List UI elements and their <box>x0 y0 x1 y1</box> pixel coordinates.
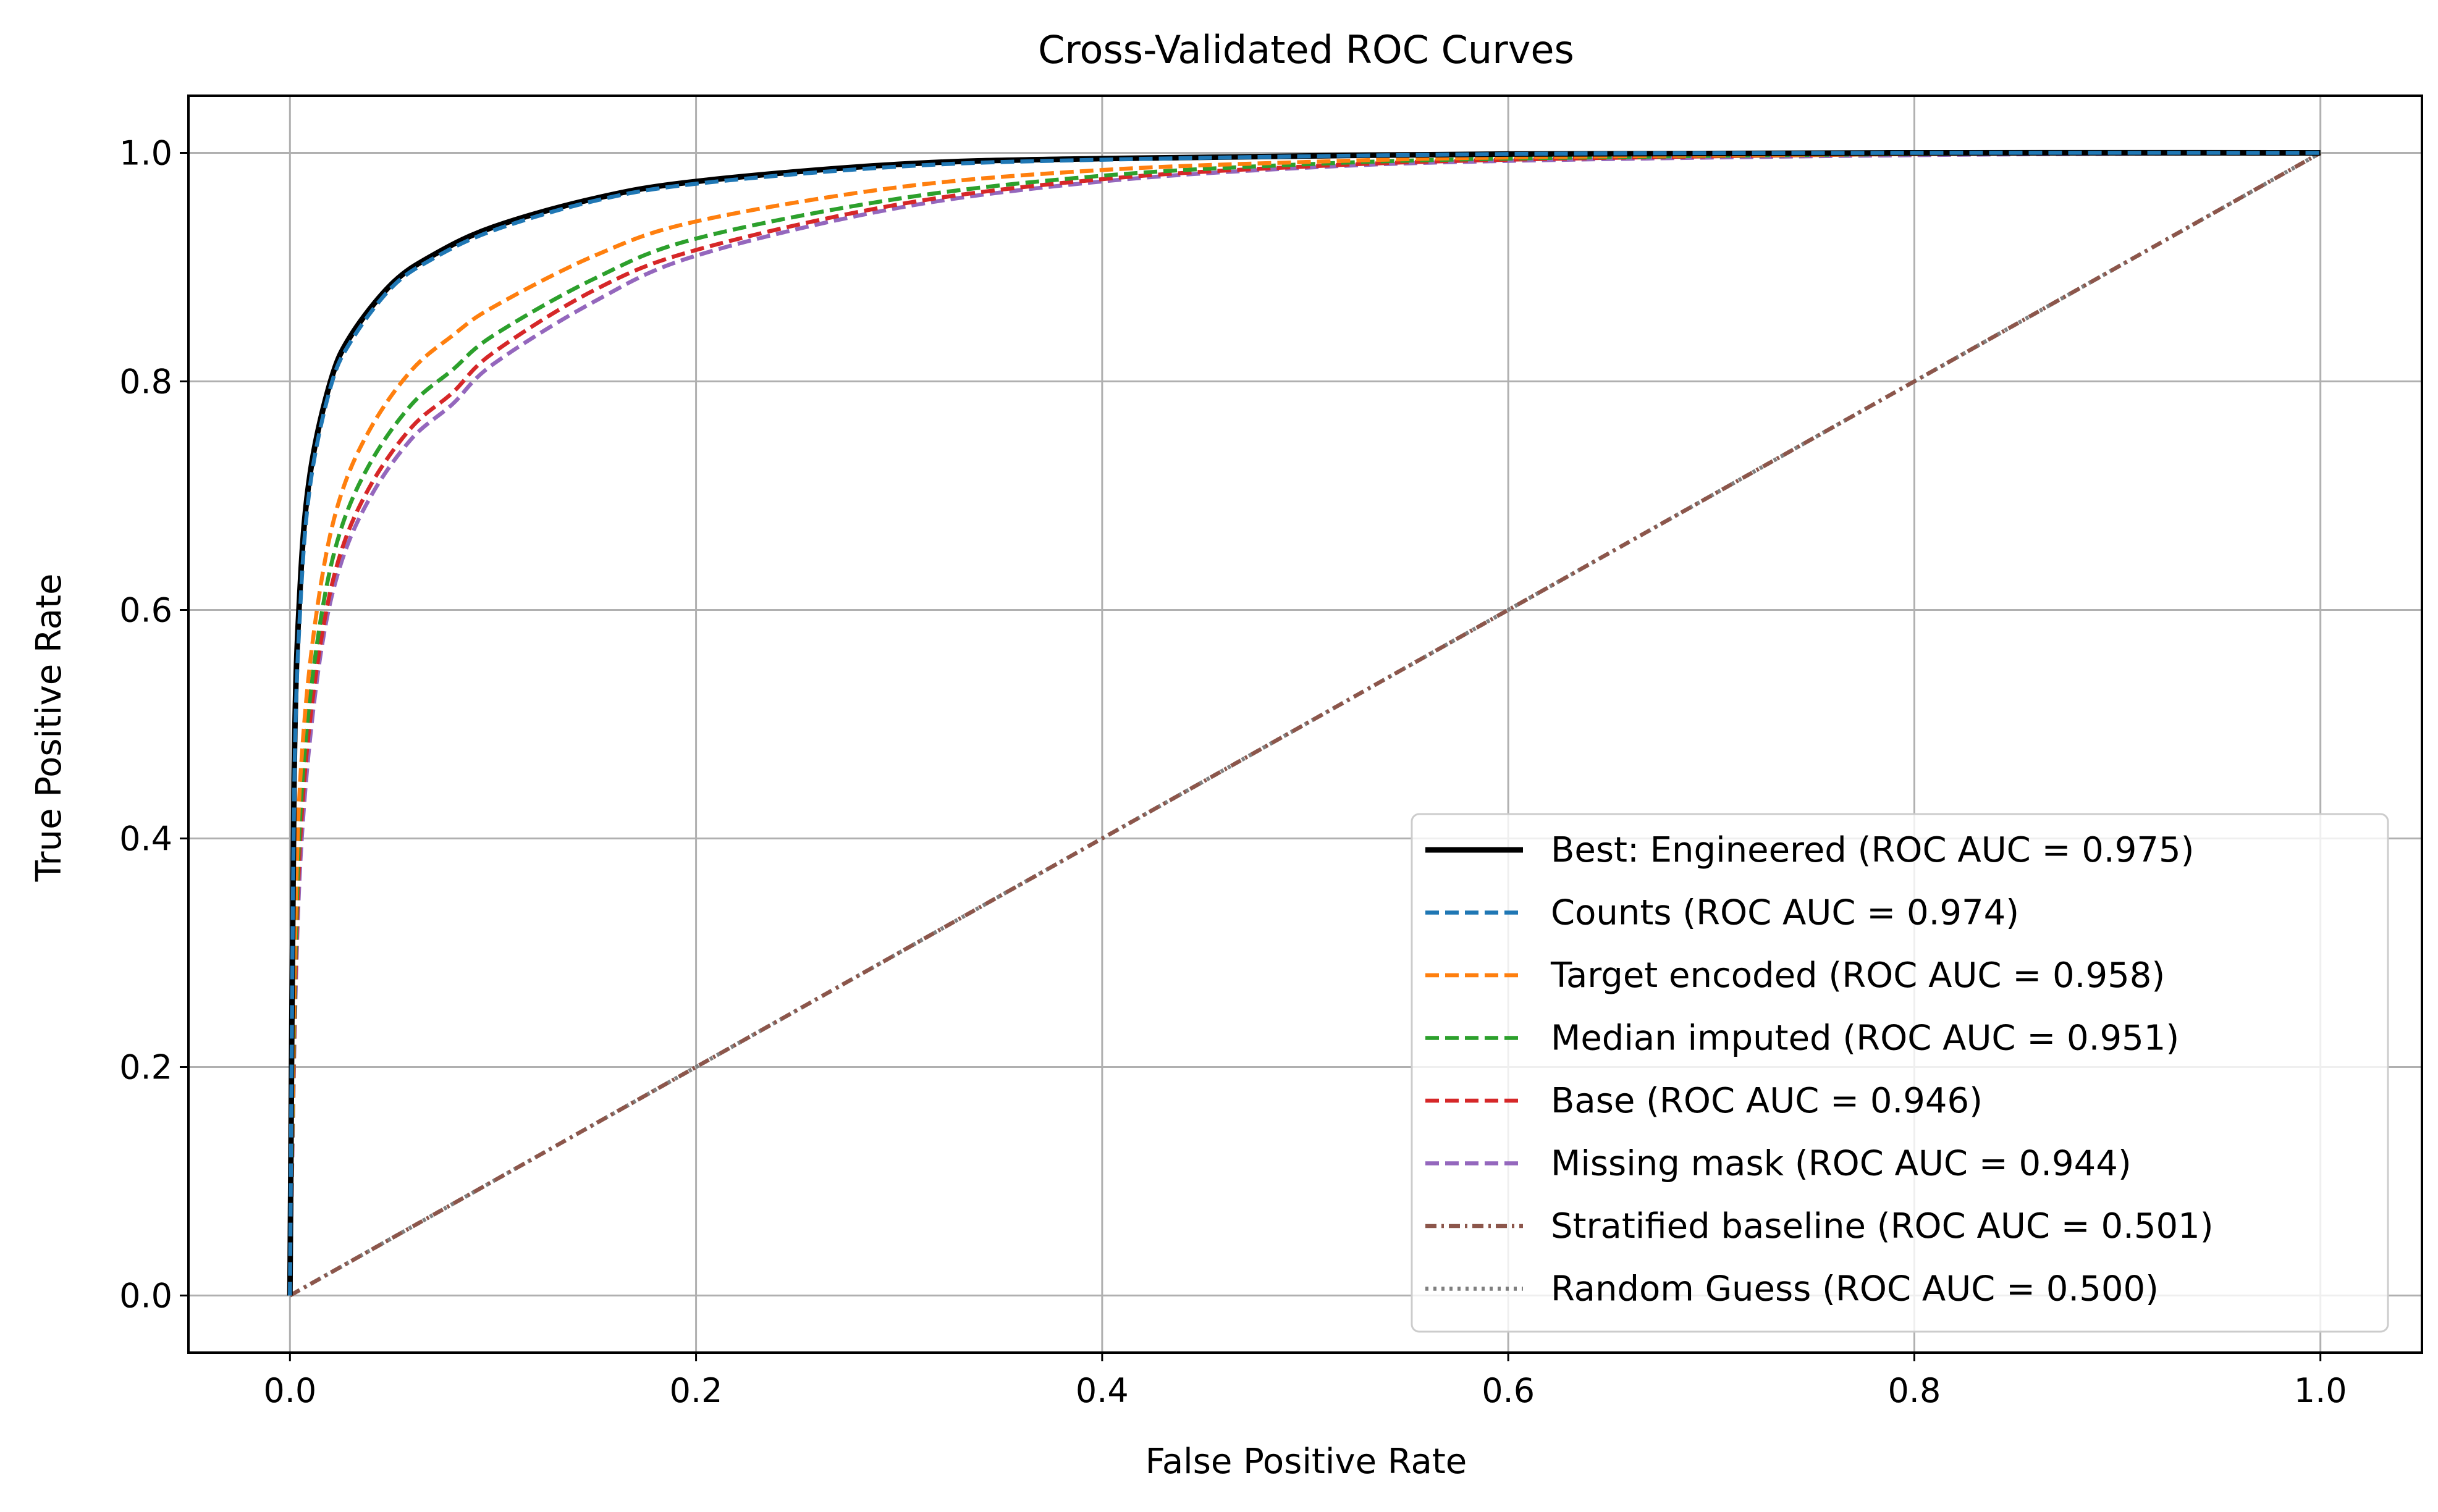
legend-label-0: Best: Engineered (ROC AUC = 0.975) <box>1551 830 2194 870</box>
series-line-6 <box>289 151 2322 1298</box>
legend-label-4: Base (ROC AUC = 0.946) <box>1551 1081 1983 1121</box>
series-line-3 <box>288 151 2321 1296</box>
legend-label-3: Median imputed (ROC AUC = 0.951) <box>1551 1018 2179 1059</box>
y-tick-label: 0.8 <box>119 363 172 401</box>
y-tick-label: 0.4 <box>119 820 172 859</box>
x-tick-label: 0.2 <box>670 1371 723 1410</box>
y-tick-label: 0.2 <box>119 1048 172 1087</box>
x-axis-label: False Positive Rate <box>1145 1442 1467 1482</box>
legend-box <box>1411 813 2389 1333</box>
series-line-4 <box>288 151 2321 1296</box>
series-line-7 <box>289 151 2322 1298</box>
y-axis-label: True Positive Rate <box>29 574 69 883</box>
series-line-1 <box>288 151 2321 1296</box>
y-tick-label: 0.0 <box>119 1277 172 1316</box>
x-tick-label: 1.0 <box>2294 1371 2347 1410</box>
x-tick-label: 0.8 <box>1888 1371 1941 1410</box>
chart-title: Cross-Validated ROC Curves <box>1038 27 1574 72</box>
series-line-2 <box>288 151 2321 1296</box>
x-tick-label: 0.4 <box>1076 1371 1129 1410</box>
legend-label-6: Stratified baseline (ROC AUC = 0.501) <box>1551 1206 2214 1246</box>
legend: Best: Engineered (ROC AUC = 0.975) Counts… <box>1411 813 2389 1333</box>
legend-label-7: Random Guess (ROC AUC = 0.500) <box>1551 1269 2159 1309</box>
y-tick-label: 0.6 <box>119 591 172 630</box>
axes-frame <box>187 94 2423 1354</box>
x-tick-label: 0.6 <box>1482 1371 1535 1410</box>
legend-label-2: Target encoded (ROC AUC = 0.958) <box>1550 956 2165 996</box>
x-tick-label: 0.0 <box>263 1371 316 1410</box>
legend-label-5: Missing mask (ROC AUC = 0.944) <box>1551 1144 2132 1184</box>
legend-label-1: Counts (ROC AUC = 0.974) <box>1551 893 2019 933</box>
y-tick-label: 1.0 <box>119 134 172 173</box>
axis-ticks: 0.0 0.2 0.4 0.6 0.8 1.0 0.0 0.2 0.4 0.6 0.8 1.0 <box>119 134 2347 1411</box>
series-lines <box>287 149 2322 1298</box>
